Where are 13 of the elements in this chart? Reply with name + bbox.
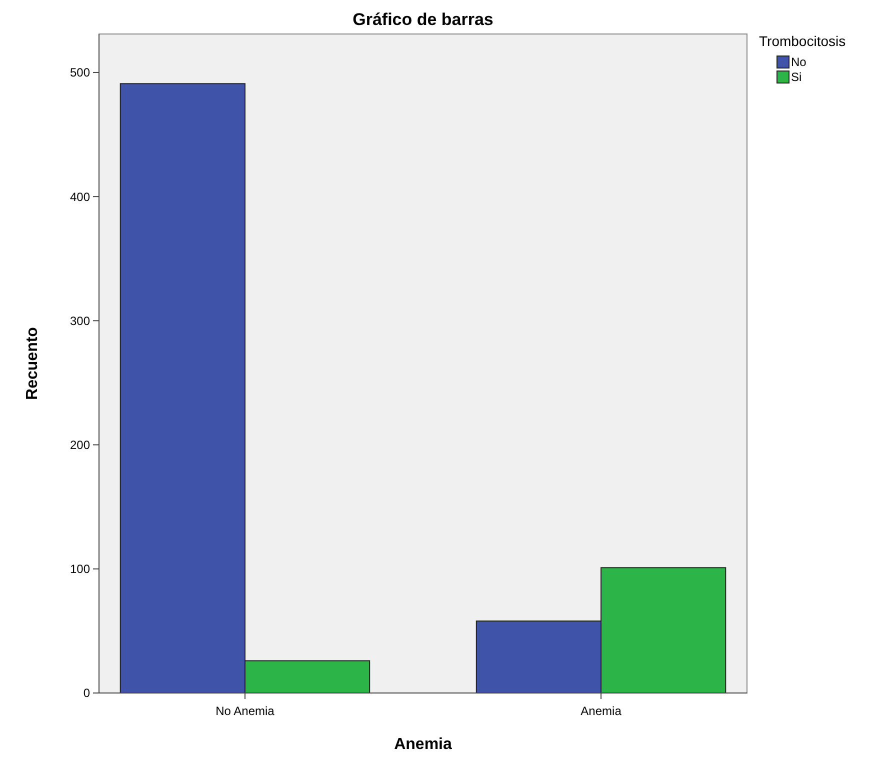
y-tick-label: 500 <box>70 66 90 80</box>
y-tick-label: 100 <box>70 562 90 576</box>
legend-label: Si <box>791 70 802 84</box>
x-axis-title: Anemia <box>394 736 452 753</box>
legend-title: Trombocitosis <box>759 33 846 49</box>
y-tick-label: 300 <box>70 314 90 328</box>
chart-title: Gráfico de barras <box>352 10 494 29</box>
y-tick-label: 200 <box>70 438 90 452</box>
y-tick-label: 400 <box>70 190 90 204</box>
x-tick-label: No Anemia <box>216 704 275 718</box>
y-axis-title: Recuento <box>24 326 41 400</box>
y-tick-label: 0 <box>83 686 90 700</box>
legend-label: No <box>791 55 807 69</box>
